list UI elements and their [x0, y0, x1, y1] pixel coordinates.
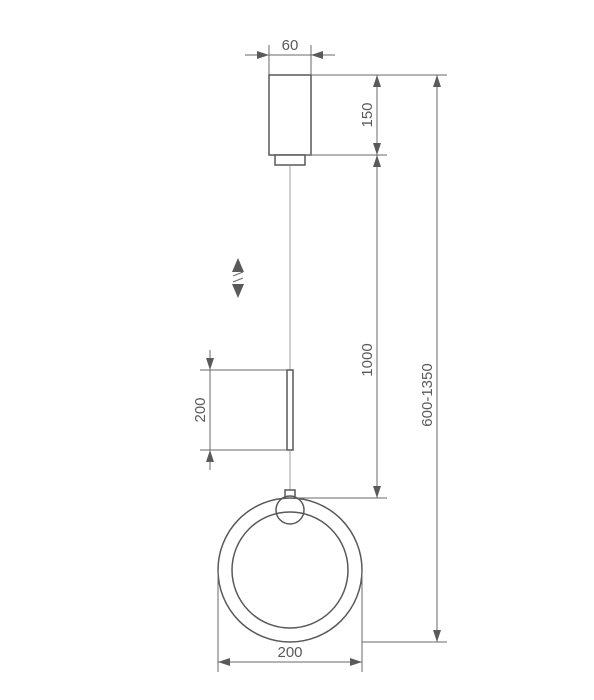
- canopy-foot: [275, 155, 305, 165]
- arrow-60-right: [311, 51, 323, 59]
- label-60: 60: [282, 37, 299, 54]
- adjust-break-top: [233, 272, 243, 276]
- rod: [287, 370, 293, 450]
- label-200v: 200: [192, 397, 209, 422]
- arrow-200v-bot: [206, 450, 214, 462]
- adjust-arrow-up: [232, 258, 244, 272]
- arrow-1000-bot: [373, 486, 381, 498]
- adjust-break-bot: [233, 278, 243, 282]
- label-200h: 200: [277, 644, 302, 661]
- arrow-200v-top: [206, 358, 214, 370]
- label-total: 600-1350: [419, 363, 436, 426]
- adjust-arrow-down: [232, 284, 244, 298]
- arrow-200h-left: [218, 658, 230, 666]
- arrow-total-bot: [433, 630, 441, 642]
- ball: [276, 496, 304, 524]
- ring-inner: [232, 512, 348, 628]
- arrow-150-bot: [373, 143, 381, 155]
- adjust-indicator: [232, 258, 244, 298]
- arrow-1000-top: [373, 155, 381, 167]
- dimension-drawing: 60 150 1000 600-1350 200 200: [0, 0, 594, 700]
- arrow-60-left: [257, 51, 269, 59]
- arrow-200h-right: [350, 658, 362, 666]
- arrow-total-top: [433, 75, 441, 87]
- label-1000: 1000: [359, 343, 376, 376]
- label-150: 150: [359, 102, 376, 127]
- canopy-body: [269, 75, 311, 155]
- arrow-150-top: [373, 75, 381, 87]
